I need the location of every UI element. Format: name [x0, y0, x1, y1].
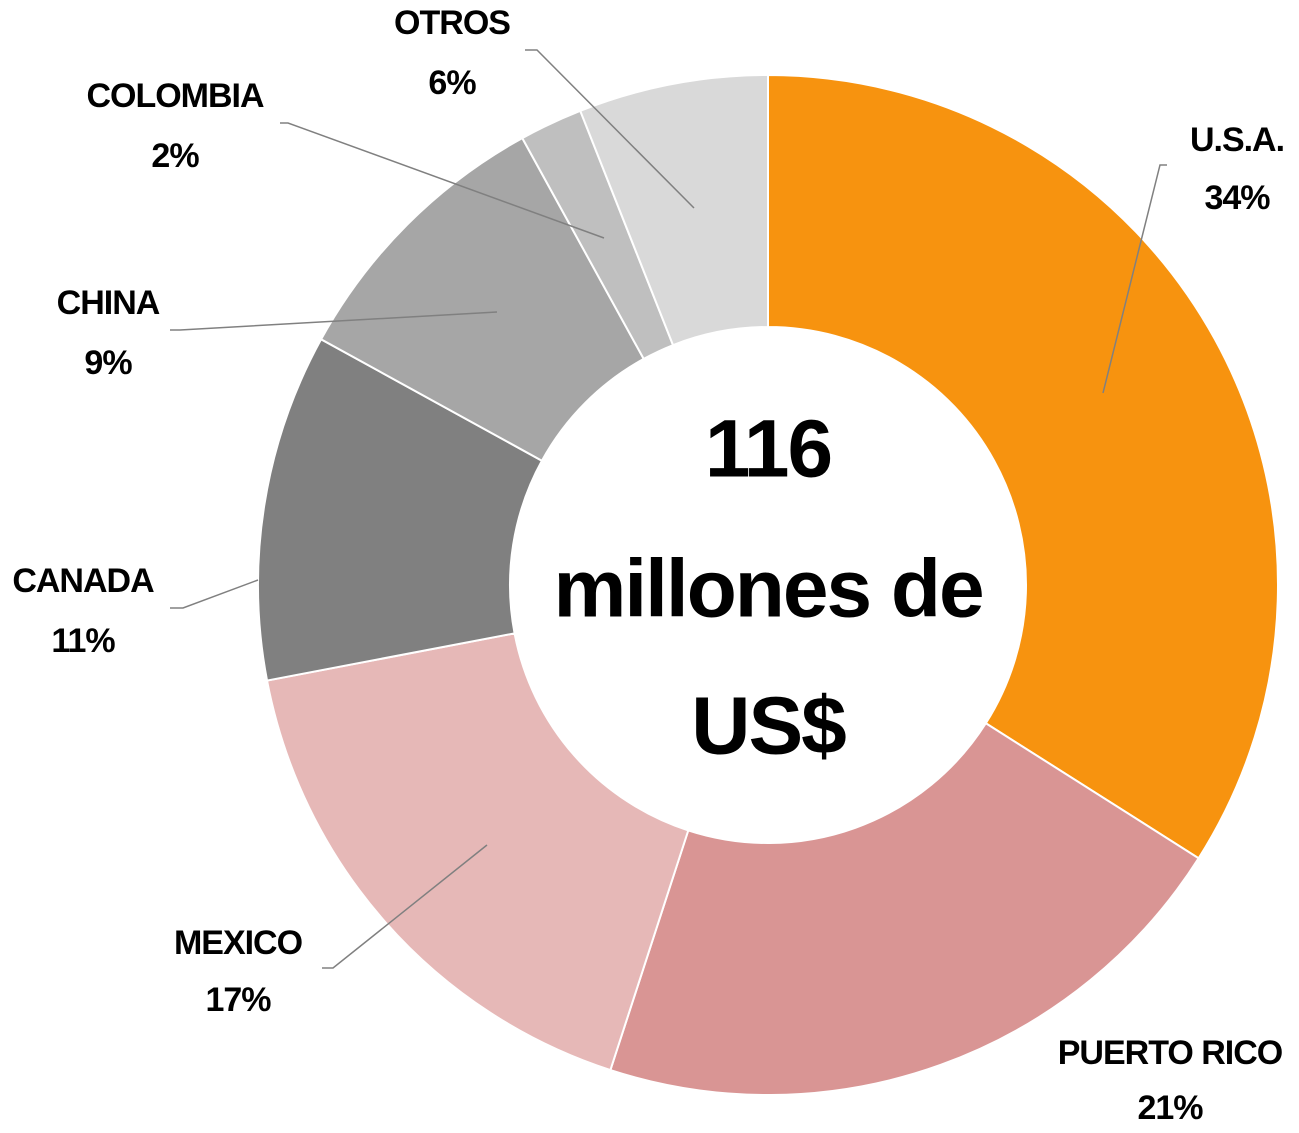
value-label: 34% [1204, 179, 1270, 217]
value-label: 11% [51, 622, 115, 660]
category-label: CHINA [57, 284, 160, 322]
donut-segment [319, 136, 646, 463]
category-label: COLOMBIA [86, 77, 264, 115]
value-label: 2% [151, 137, 199, 175]
value-label: 9% [84, 344, 132, 382]
center-text: US$ [691, 681, 846, 772]
value-label: 6% [428, 64, 476, 102]
center-text: millones de [553, 544, 982, 635]
donut-segment [578, 73, 769, 347]
category-label: CANADA [12, 562, 154, 600]
category-label: OTROS [394, 4, 510, 42]
leader-line [170, 311, 498, 331]
leader-line [322, 844, 488, 969]
center-text: 116 [705, 404, 831, 495]
leader-line [280, 122, 605, 239]
value-label: 17% [205, 981, 271, 1019]
donut-segment [609, 721, 1200, 1096]
donut-segment [257, 337, 544, 682]
category-label: U.S.A. [1190, 121, 1284, 159]
value-label: 21% [1137, 1089, 1203, 1127]
leader-line [525, 49, 695, 209]
leader-line [170, 579, 259, 609]
category-label: PUERTO RICO [1058, 1034, 1283, 1072]
category-label: MEXICO [174, 924, 303, 962]
donut-segment [767, 73, 1279, 860]
leader-line [1102, 164, 1167, 394]
